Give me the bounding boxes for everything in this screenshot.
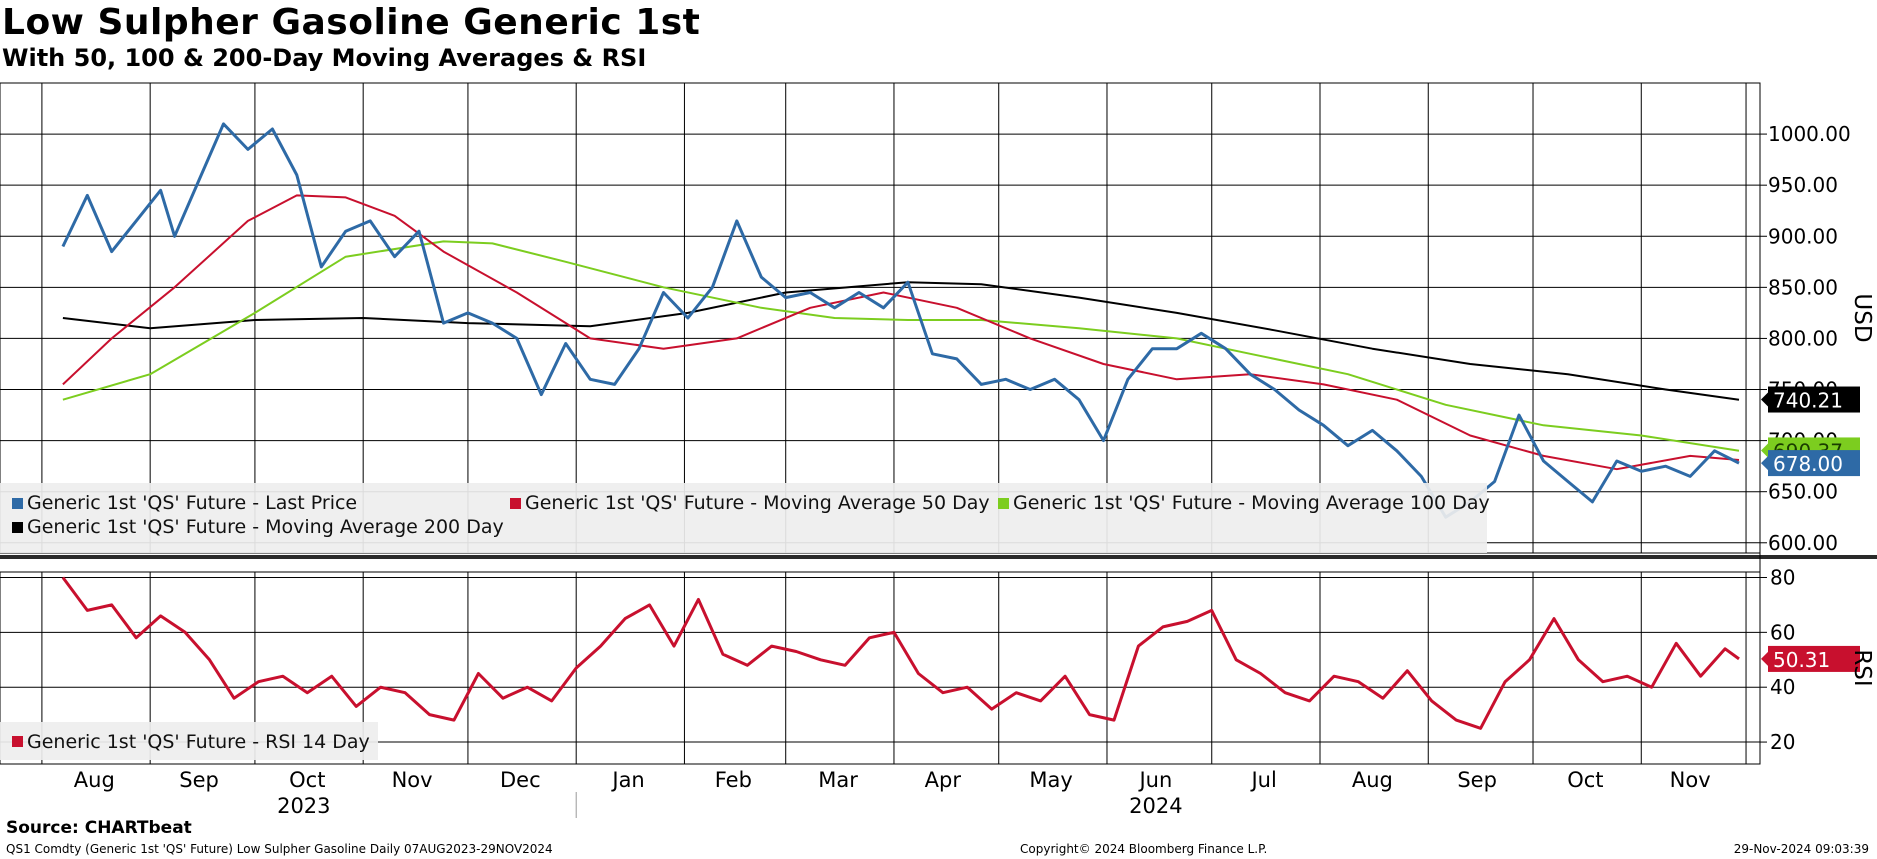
footer-copyright: Copyright© 2024 Bloomberg Finance L.P. xyxy=(1020,842,1268,856)
legend-label: Generic 1st 'QS' Future - RSI 14 Day xyxy=(27,731,370,753)
y-tick-label: 600.00 xyxy=(1768,531,1838,555)
x-month-label: Jun xyxy=(1137,768,1172,792)
ma200-value-tag: 740.21 xyxy=(1773,389,1843,413)
legend-box-rsi xyxy=(0,722,378,760)
x-month-label: Sep xyxy=(1457,768,1497,792)
ma200-line xyxy=(62,281,1740,401)
y-axis-title: USD xyxy=(1849,293,1875,342)
x-month-label: Aug xyxy=(1352,768,1393,792)
axes: 600.00650.00700.00750.00800.00850.00900.… xyxy=(74,122,1875,818)
rsi-value-tag-box xyxy=(1768,645,1860,672)
legend-swatch xyxy=(510,498,521,509)
chart-title: Low Sulpher Gasoline Generic 1st xyxy=(2,2,701,43)
ma200-value-tag-pointer xyxy=(1761,391,1769,408)
price-value-tag: 678.00 xyxy=(1773,452,1843,476)
ma100-line xyxy=(62,240,1740,452)
legend-label: Generic 1st 'QS' Future - Moving Average… xyxy=(525,492,990,514)
x-month-label: Dec xyxy=(500,768,541,792)
y-tick-label: 850.00 xyxy=(1768,275,1838,299)
legend-swatch xyxy=(998,498,1009,509)
rsi-tick-label: 20 xyxy=(1770,730,1795,754)
rsi-value-tag-pointer xyxy=(1761,650,1769,667)
legend-label: Generic 1st 'QS' Future - Moving Average… xyxy=(1013,492,1490,514)
price-panel-frame xyxy=(0,82,1761,554)
legend-label: Generic 1st 'QS' Future - Moving Average… xyxy=(27,516,504,538)
footer-timestamp: 29-Nov-2024 09:03:39 xyxy=(1733,842,1869,856)
x-month-label: Nov xyxy=(392,768,433,792)
grid-lines xyxy=(0,82,1877,818)
y-tick-label: 900.00 xyxy=(1768,224,1838,248)
source-label: Source: CHARTbeat xyxy=(6,818,192,838)
rsi-tick-label: 80 xyxy=(1770,565,1795,589)
rsi-tick-label: 60 xyxy=(1770,620,1795,644)
legend-label: Generic 1st 'QS' Future - Last Price xyxy=(27,492,357,514)
x-month-label: Apr xyxy=(925,768,962,792)
x-year-label: 2023 xyxy=(277,794,330,818)
legend: Generic 1st 'QS' Future - Last Price Gene… xyxy=(0,483,1490,760)
ma100-value-tag-pointer xyxy=(1761,442,1769,459)
x-month-label: Feb xyxy=(715,768,752,792)
y-tick-label: 800.00 xyxy=(1768,326,1838,350)
y-tick-label: 1000.00 xyxy=(1768,122,1851,146)
rsi-axis-title: RSI xyxy=(1849,649,1875,686)
x-month-label: Mar xyxy=(818,768,858,792)
legend-swatch xyxy=(12,498,23,509)
x-month-label: Oct xyxy=(289,768,325,792)
x-month-label: Jul xyxy=(1249,768,1276,792)
ma200-value-tag-box xyxy=(1768,386,1860,413)
y-tick-label: 950.00 xyxy=(1768,173,1838,197)
price-value-tag-box xyxy=(1768,450,1860,477)
footer-ticker: QS1 Comdty (Generic 1st 'QS' Future) Low… xyxy=(6,842,553,856)
rsi-tick-label: 40 xyxy=(1770,675,1795,699)
y-tick-label: 650.00 xyxy=(1768,480,1838,504)
x-month-label: May xyxy=(1029,768,1072,792)
rsi-value-tag: 50.31 xyxy=(1773,648,1830,672)
x-year-label: 2024 xyxy=(1129,794,1182,818)
price-value-tag-pointer xyxy=(1761,455,1769,472)
series-lines xyxy=(61,122,1740,730)
x-month-label: Nov xyxy=(1670,768,1711,792)
x-month-label: Jan xyxy=(610,768,644,792)
chart-subtitle: With 50, 100 & 200-Day Moving Averages &… xyxy=(2,44,647,72)
rsi-line xyxy=(61,576,1740,730)
x-month-label: Oct xyxy=(1567,768,1603,792)
x-month-label: Aug xyxy=(74,768,115,792)
x-month-label: Sep xyxy=(179,768,219,792)
legend-box xyxy=(0,483,1487,553)
legend-swatch xyxy=(12,736,23,747)
legend-swatch xyxy=(12,522,23,533)
